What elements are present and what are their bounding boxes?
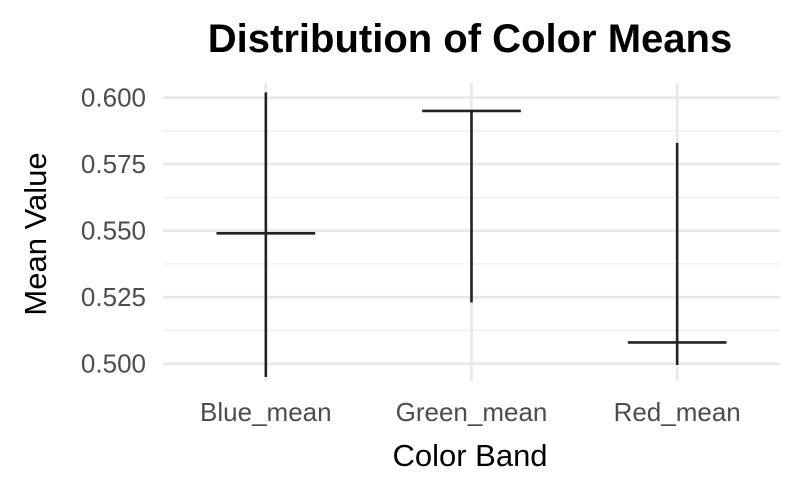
- x-tick-label: Red_mean: [614, 397, 741, 427]
- x-axis-title: Color Band: [392, 438, 547, 473]
- y-tick-label: 0.600: [81, 83, 146, 113]
- y-tick-label: 0.500: [81, 349, 146, 379]
- plot-marks: [216, 92, 727, 378]
- box-Green_mean: [422, 109, 521, 303]
- y-axis-ticks: 0.500 0.525 0.550 0.575 0.600: [81, 83, 146, 379]
- x-tick-label: Green_mean: [396, 397, 548, 427]
- y-tick-label: 0.575: [81, 149, 146, 179]
- box-Red_mean: [627, 142, 727, 366]
- y-tick-label: 0.550: [81, 216, 146, 246]
- y-tick-label: 0.525: [81, 282, 146, 312]
- x-axis-ticks: Blue_mean Green_mean Red_mean: [200, 397, 741, 427]
- box-Blue_mean: [216, 92, 316, 378]
- y-axis-title: Mean Value: [18, 152, 53, 315]
- chart-title: Distribution of Color Means: [208, 17, 732, 61]
- x-tick-label: Blue_mean: [200, 397, 332, 427]
